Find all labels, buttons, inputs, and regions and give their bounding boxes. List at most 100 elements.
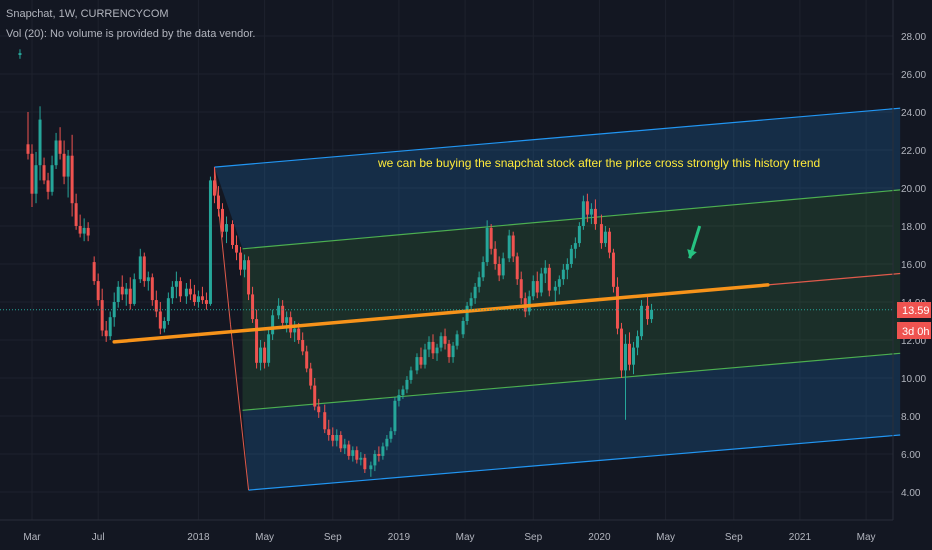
- candle: [611, 252, 615, 287]
- candle: [212, 180, 216, 196]
- candle: [158, 311, 162, 329]
- candle: [493, 248, 497, 264]
- candle: [355, 450, 359, 460]
- candle: [174, 281, 178, 287]
- candle: [569, 248, 573, 264]
- candle: [104, 330, 108, 337]
- candle: [507, 235, 511, 259]
- candle: [54, 140, 58, 166]
- x-tick-label: Mar: [23, 532, 41, 543]
- annotation-text: we can be buying the snapchat stock afte…: [377, 156, 820, 170]
- candle: [293, 328, 297, 333]
- candle: [359, 457, 363, 460]
- candle: [188, 288, 192, 295]
- candle: [565, 264, 569, 270]
- candles: [18, 49, 654, 477]
- candle: [108, 317, 112, 337]
- candle: [515, 256, 519, 280]
- trendline-extension: [767, 272, 901, 286]
- candle: [351, 450, 355, 456]
- candle: [573, 243, 577, 249]
- candle: [192, 294, 196, 302]
- candle: [116, 286, 120, 302]
- candle: [501, 258, 505, 276]
- candle: [347, 444, 351, 456]
- candle: [200, 296, 204, 301]
- y-tick-label: 28.00: [901, 32, 926, 43]
- candle: [339, 435, 343, 449]
- candle: [646, 305, 650, 320]
- candle: [640, 305, 644, 337]
- volume-note: Vol (20): No volume is provided by the d…: [6, 28, 256, 40]
- candle: [96, 281, 100, 301]
- channel-line-lower-inner: [242, 352, 901, 411]
- pitchfork: [213, 107, 901, 491]
- candle: [331, 435, 335, 441]
- candle: [86, 227, 90, 236]
- candle: [26, 144, 30, 154]
- candle: [535, 281, 539, 293]
- candle: [335, 435, 339, 441]
- x-tick-label: Sep: [324, 532, 342, 543]
- candle: [154, 300, 158, 312]
- candle: [297, 328, 301, 340]
- candle: [489, 227, 493, 249]
- candle: [511, 235, 515, 257]
- candle: [66, 155, 70, 177]
- candle: [435, 347, 439, 354]
- candle: [74, 203, 78, 226]
- candle: [561, 269, 565, 280]
- x-tick-label: May: [656, 532, 675, 543]
- candle: [431, 341, 435, 354]
- candle: [636, 336, 640, 348]
- y-tick-label: 12.00: [901, 336, 926, 347]
- candle: [405, 379, 409, 390]
- x-tick-label: 2019: [388, 532, 411, 543]
- candle: [92, 262, 96, 282]
- candle: [216, 195, 220, 209]
- pitchfork-handle-top: [213, 167, 232, 325]
- x-tick-label: May: [456, 532, 475, 543]
- y-tick-label: 18.00: [901, 222, 926, 233]
- candle: [313, 385, 317, 407]
- candle: [343, 444, 347, 449]
- y-tick-label: 10.00: [901, 374, 926, 385]
- candle: [327, 429, 331, 435]
- candle: [553, 286, 557, 291]
- candle: [263, 347, 267, 363]
- candle: [415, 357, 419, 371]
- candle: [615, 286, 619, 329]
- candle: [447, 343, 451, 358]
- channel-line-lower: [248, 434, 901, 491]
- candle: [632, 347, 636, 365]
- candle: [628, 343, 631, 365]
- candle: [138, 256, 142, 280]
- candle: [323, 412, 327, 430]
- candle: [34, 165, 38, 194]
- x-tick-label: May: [857, 532, 876, 543]
- candle: [196, 296, 200, 302]
- candle: [170, 286, 174, 299]
- candle: [281, 305, 285, 323]
- candle: [419, 357, 423, 365]
- y-tick-label: 26.00: [901, 70, 926, 81]
- channel-line-upper-inner: [242, 189, 901, 250]
- candle: [557, 279, 561, 287]
- candle: [231, 224, 235, 245]
- candle: [277, 305, 281, 316]
- y-tick-label: 16.00: [901, 260, 926, 271]
- candle: [46, 180, 50, 192]
- countdown-badge: 3d 0h: [902, 326, 930, 338]
- symbol-line: Snapchat, 1W, CURRENCYCOM: [6, 8, 169, 20]
- candle: [271, 315, 275, 335]
- candle: [247, 260, 251, 295]
- y-tick-label: 24.00: [901, 108, 926, 119]
- candle: [38, 119, 42, 166]
- channel-upper-zone: [214, 108, 901, 249]
- candle: [204, 300, 208, 304]
- candle: [585, 201, 589, 215]
